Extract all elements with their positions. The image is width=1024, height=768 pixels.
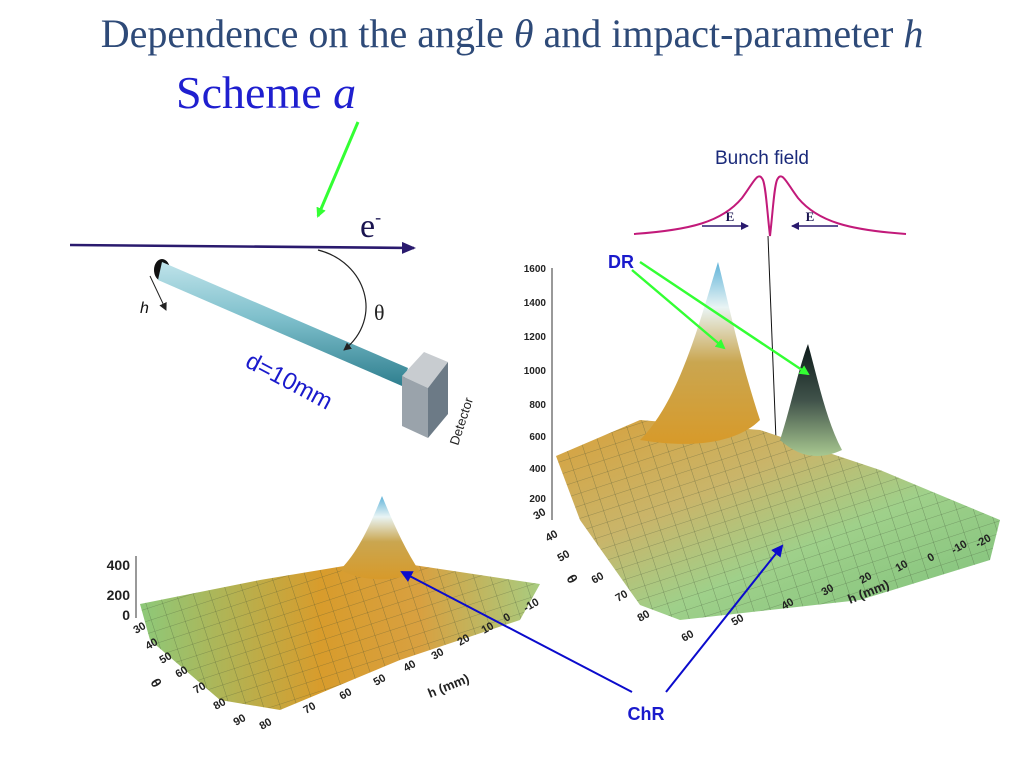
title-and-text: and impact-parameter [543, 11, 894, 56]
field-e-right: E [806, 209, 815, 224]
theta-arc [317, 249, 367, 351]
plot-left-z-tick: 400 [107, 557, 131, 573]
theta-label: θ [374, 300, 385, 325]
field-guide-line [767, 235, 777, 441]
title-h: h [903, 11, 924, 56]
plot-right-z-tick: 1600 [524, 264, 547, 275]
plot-right-theta-tick: 80 [636, 608, 653, 625]
bunch-field-title: Bunch field [715, 148, 809, 169]
plot-left-h-tick: 60 [338, 686, 355, 703]
plot-left-theta-tick: 70 [192, 680, 209, 697]
plot-left-z-tick: 200 [107, 587, 131, 603]
plot-right-theta-tick: 70 [614, 588, 631, 605]
plot-left-z-tick: 0 [122, 607, 130, 623]
plot-right-z-tick: 1200 [524, 332, 547, 343]
title-theta: θ [513, 11, 534, 56]
plot-left-theta-tick: 90 [232, 712, 249, 729]
scheme-text: Scheme [176, 67, 322, 118]
plot-left-theta-tick: 80 [212, 696, 229, 713]
plot-left-h-label: h (mm) [426, 671, 472, 701]
plot-right-theta-tick: 50 [556, 548, 573, 565]
plot-right-theta-tick: 40 [544, 528, 561, 545]
distance-label: d=10mm [241, 347, 337, 415]
radiator-rod [158, 262, 408, 386]
experimental-scheme: e- h θ d=10mm Detector [69, 121, 477, 447]
plot-left: 400 200 0 30 40 50 60 70 80 90 θ 80 70 6… [107, 496, 541, 733]
plot-left-theta-tick: 40 [144, 636, 161, 653]
chr-arrow-right [665, 544, 784, 693]
scheme-letter: a [333, 67, 357, 118]
plot-left-h-tick: 70 [302, 700, 319, 717]
plot-right-peak-main [640, 262, 760, 444]
scheme-pointer-arrow [316, 121, 360, 218]
plot-right-peak-second [780, 344, 842, 456]
dr-annotation: DR [608, 252, 810, 376]
plot-right: 1600 1400 1200 1000 800 600 400 200 30 4… [524, 262, 1000, 645]
scheme-label: Scheme a [176, 66, 356, 119]
chr-annotation: ChR [400, 544, 784, 724]
plot-right-theta-tick: 30 [532, 506, 549, 523]
plot-left-theta-label: θ [147, 676, 165, 691]
detector-label: Detector [447, 395, 477, 447]
h-label: h [140, 300, 149, 317]
plot-right-theta-label: θ [563, 572, 581, 587]
plot-left-h-tick: 80 [258, 716, 275, 733]
plot-right-z-tick: 1400 [524, 298, 547, 309]
plot-left-h-tick: 10 [480, 620, 497, 637]
plot-right-z-tick: 400 [529, 464, 546, 475]
dr-arrow-1 [631, 269, 726, 350]
plot-right-h-tick: 0 [926, 551, 937, 564]
plot-right-z-tick: 600 [529, 432, 546, 443]
bunch-field-diagram: Bunch field E E [633, 148, 907, 441]
plot-right-mesh [556, 420, 1000, 620]
plot-left-theta-tick: 60 [174, 664, 191, 681]
plot-left-peak [340, 496, 420, 580]
plot-left-mesh [140, 560, 540, 710]
plot-right-h-tick: 40 [780, 596, 797, 613]
plot-right-h-tick: 60 [680, 628, 697, 645]
plot-left-h-tick: 20 [456, 632, 473, 649]
plot-left-h-tick: 40 [402, 658, 419, 675]
electron-beam-line [69, 241, 416, 254]
plot-right-h-tick: 30 [820, 582, 837, 599]
slide-title: Dependence on the angle θ and impact-par… [0, 10, 1024, 57]
plot-left-h-tick: 30 [430, 646, 447, 663]
bunch-field-curve [633, 175, 907, 237]
electron-label: e- [360, 207, 381, 245]
title-text: Dependence on the angle [100, 11, 504, 56]
plot-left-theta-tick: 50 [158, 650, 175, 667]
plot-right-z-tick: 800 [529, 400, 546, 411]
dr-arrow-2 [639, 261, 810, 376]
h-arrow [149, 275, 167, 311]
plot-right-h-tick: 10 [894, 558, 911, 575]
plot-left-h-tick: 0 [502, 611, 513, 624]
chr-label: ChR [628, 704, 665, 724]
plot-right-h-tick: 20 [858, 570, 875, 587]
plot-left-h-tick: 50 [372, 672, 389, 689]
plot-right-z-tick: 200 [529, 494, 546, 505]
field-e-left: E [726, 209, 735, 224]
plot-right-theta-tick: 60 [590, 570, 607, 587]
detector-box [402, 352, 448, 438]
plot-right-z-tick: 1000 [524, 366, 547, 377]
plot-left-theta-tick: 30 [132, 620, 149, 637]
dr-label: DR [608, 252, 634, 272]
chr-arrow-left [400, 571, 633, 693]
plot-right-h-tick: 50 [730, 612, 747, 629]
